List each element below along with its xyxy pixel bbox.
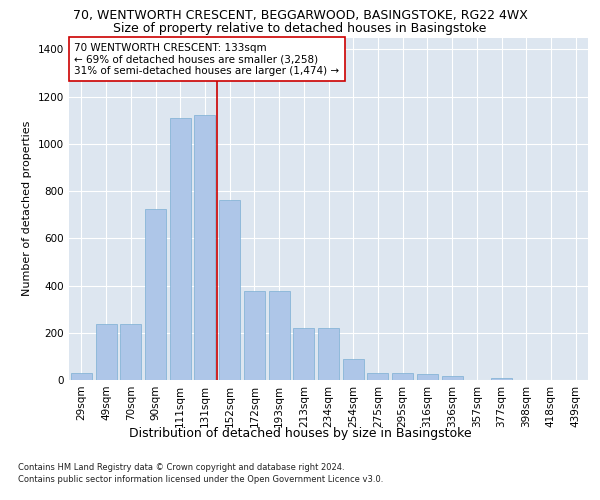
Bar — [417, 374, 438, 380]
Bar — [269, 292, 290, 380]
Bar — [120, 324, 141, 380]
Bar — [145, 209, 166, 380]
Text: Distribution of detached houses by size in Basingstoke: Distribution of detached houses by size … — [128, 428, 472, 440]
Bar — [343, 358, 364, 380]
Text: 70 WENTWORTH CRESCENT: 133sqm
← 69% of detached houses are smaller (3,258)
31% o: 70 WENTWORTH CRESCENT: 133sqm ← 69% of d… — [74, 42, 340, 76]
Bar — [442, 376, 463, 380]
Bar — [392, 373, 413, 380]
Bar — [318, 328, 339, 380]
Text: Contains HM Land Registry data © Crown copyright and database right 2024.: Contains HM Land Registry data © Crown c… — [18, 462, 344, 471]
Bar — [491, 378, 512, 380]
Bar — [244, 292, 265, 380]
Bar — [367, 373, 388, 380]
Y-axis label: Number of detached properties: Number of detached properties — [22, 121, 32, 296]
Bar — [170, 118, 191, 380]
Text: Size of property relative to detached houses in Basingstoke: Size of property relative to detached ho… — [113, 22, 487, 35]
Bar — [194, 116, 215, 380]
Bar — [71, 373, 92, 380]
Bar — [95, 324, 116, 380]
Text: 70, WENTWORTH CRESCENT, BEGGARWOOD, BASINGSTOKE, RG22 4WX: 70, WENTWORTH CRESCENT, BEGGARWOOD, BASI… — [73, 9, 527, 22]
Bar — [219, 200, 240, 380]
Bar — [293, 328, 314, 380]
Text: Contains public sector information licensed under the Open Government Licence v3: Contains public sector information licen… — [18, 475, 383, 484]
